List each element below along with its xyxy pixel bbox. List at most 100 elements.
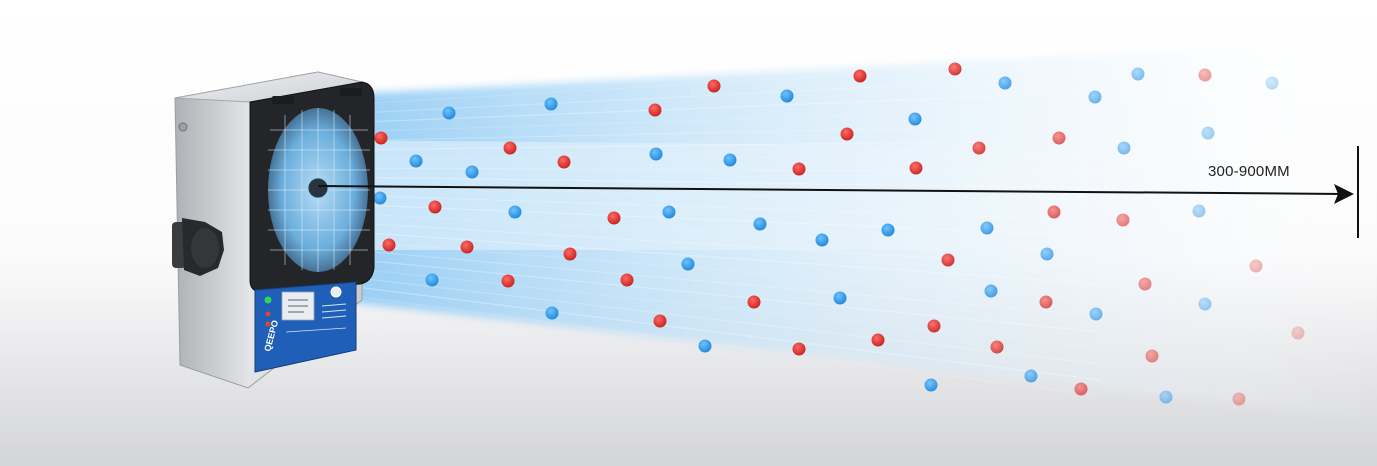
- negative-ion-particle: [723, 153, 737, 167]
- adjustment-knob-icon: [172, 218, 224, 276]
- positive-ion-particle: [1291, 326, 1305, 340]
- air-flow-beam: [330, 40, 1377, 420]
- positive-ion-particle: [607, 211, 621, 225]
- positive-ion-particle: [792, 162, 806, 176]
- air-streak: [339, 107, 1101, 133]
- negative-ion-particle: [1024, 369, 1038, 383]
- dial-icon: [330, 286, 342, 298]
- negative-ion-particle: [465, 165, 479, 179]
- negative-ion-particle: [1198, 297, 1212, 311]
- air-streak: [339, 230, 1101, 285]
- screw-icon: [178, 122, 188, 132]
- control-panel: QEEPO: [254, 281, 357, 373]
- positive-ion-particle: [653, 314, 667, 328]
- positive-ion-particle: [972, 141, 986, 155]
- positive-ion-particle: [501, 274, 515, 288]
- positive-ion-particle: [1116, 213, 1130, 227]
- air-streak: [339, 257, 1101, 333]
- negative-ion-particle: [698, 339, 712, 353]
- positive-ion-particle: [374, 131, 388, 145]
- air-streak: [339, 284, 1101, 381]
- status-indicator-icon: [265, 321, 271, 327]
- air-streak: [339, 155, 1101, 160]
- positive-ion-particle: [1052, 131, 1066, 145]
- negative-ion-particle: [649, 147, 663, 161]
- air-streak: [339, 75, 1101, 115]
- positive-ion-particle: [648, 103, 662, 117]
- positive-ion-particle: [1198, 68, 1212, 82]
- distance-arrow-line: [317, 185, 1345, 195]
- positive-ion-particle: [557, 155, 571, 169]
- air-streak: [339, 275, 1101, 365]
- air-streak: [339, 212, 1101, 253]
- negative-ion-particle: [780, 89, 794, 103]
- negative-ion-particle: [984, 284, 998, 298]
- ionizer-device: QEEPO: [172, 71, 375, 389]
- negative-ion-particle: [1201, 126, 1215, 140]
- air-streak: [339, 266, 1101, 349]
- air-streak: [339, 59, 1101, 106]
- negative-ion-particle: [1117, 141, 1131, 155]
- positive-ion-particle: [927, 319, 941, 333]
- positive-ion-particle: [853, 69, 867, 83]
- negative-ion-particle: [908, 112, 922, 126]
- negative-ion-particle: [1192, 204, 1206, 218]
- positive-ion-particle: [382, 238, 396, 252]
- air-streak: [339, 221, 1101, 269]
- negative-ion-particle: [1088, 90, 1102, 104]
- positive-ion-particle: [990, 340, 1004, 354]
- negative-ion-particle: [425, 273, 439, 287]
- negative-ion-particle: [442, 106, 456, 120]
- negative-ion-particle: [409, 154, 423, 168]
- negative-ion-particle: [924, 378, 938, 392]
- positive-ion-particle: [792, 342, 806, 356]
- air-streak: [339, 194, 1101, 221]
- air-streak: [339, 139, 1101, 151]
- power-indicator-icon: [264, 296, 272, 304]
- fan-grille: [268, 108, 370, 272]
- negative-ion-particle: [662, 205, 676, 219]
- negative-ion-particle: [1265, 76, 1279, 90]
- positive-ion-particle: [1074, 382, 1088, 396]
- positive-ion-particle: [948, 62, 962, 76]
- air-streak: [339, 293, 1101, 397]
- air-streak: [339, 123, 1101, 142]
- negative-ion-particle: [1159, 390, 1173, 404]
- negative-ion-particle: [1040, 247, 1054, 261]
- positive-ion-particle: [1138, 277, 1152, 291]
- positive-ion-particle: [941, 253, 955, 267]
- negative-ion-particle: [508, 205, 522, 219]
- negative-ion-particle: [1131, 67, 1145, 81]
- positive-ion-particle: [1249, 259, 1263, 273]
- positive-ion-particle: [503, 141, 517, 155]
- positive-ion-particle: [563, 247, 577, 261]
- positive-ion-particle: [428, 200, 442, 214]
- alarm-indicator-icon: [265, 311, 271, 317]
- air-streak: [339, 185, 1101, 205]
- negative-ion-particle: [1089, 307, 1103, 321]
- positive-ion-particle: [747, 295, 761, 309]
- distance-label: 300-900MM: [1208, 163, 1290, 180]
- air-streak: [339, 176, 1101, 189]
- negative-ion-particle: [544, 97, 558, 111]
- negative-ion-particle: [753, 217, 767, 231]
- air-streak: [339, 91, 1101, 124]
- negative-ion-particle: [545, 306, 559, 320]
- arrow-head-icon: [1334, 184, 1354, 204]
- negative-ion-particle: [980, 221, 994, 235]
- positive-ion-particle: [1047, 205, 1061, 219]
- negative-ion-particle: [881, 223, 895, 237]
- positive-ion-particle: [1039, 295, 1053, 309]
- ion-particles: [285, 62, 1305, 406]
- positive-ion-particle: [871, 333, 885, 347]
- positive-ion-particle: [909, 161, 923, 175]
- positive-ion-particle: [1232, 392, 1246, 406]
- positive-ion-particle: [620, 273, 634, 287]
- negative-ion-particle: [815, 233, 829, 247]
- air-streak: [339, 203, 1101, 237]
- negative-ion-particle: [373, 191, 387, 205]
- fan-hub-icon: [307, 177, 329, 199]
- negative-ion-particle: [833, 291, 847, 305]
